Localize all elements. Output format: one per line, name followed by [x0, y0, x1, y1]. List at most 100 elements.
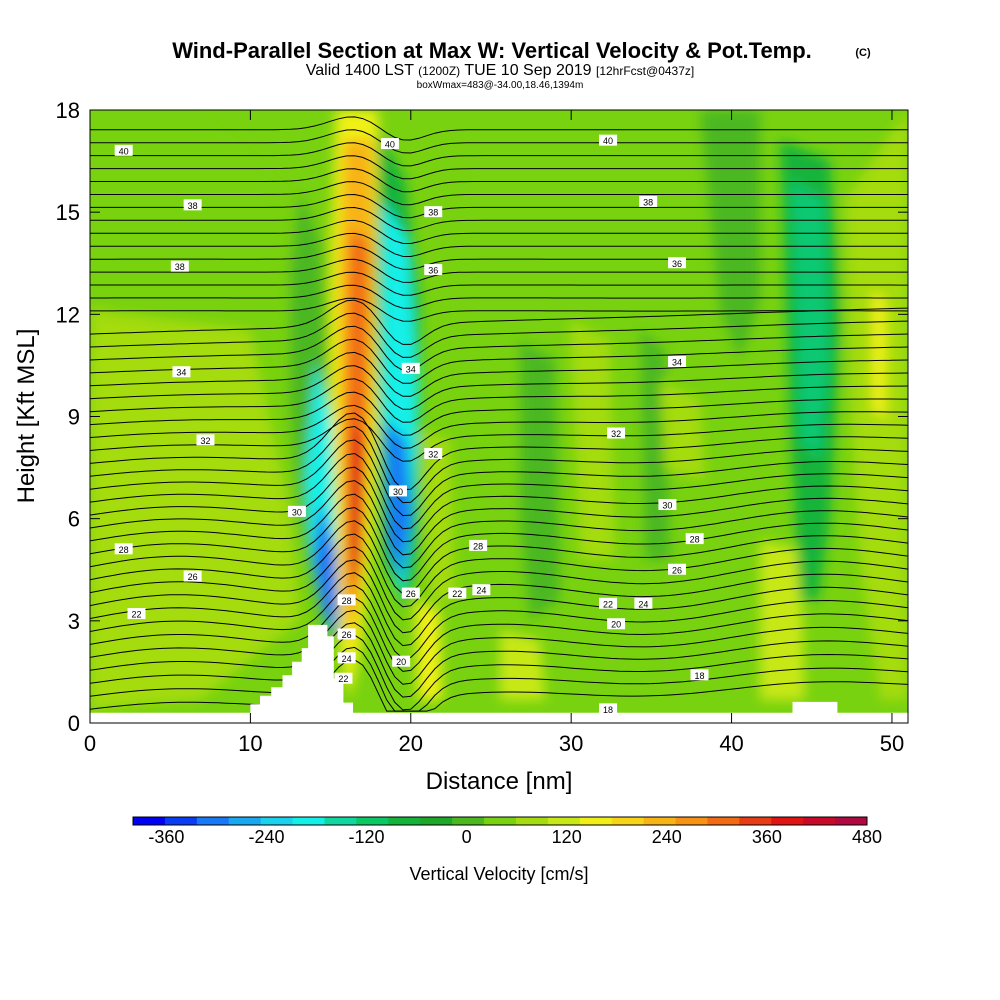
x-tick-label: 20 — [399, 731, 423, 756]
contour-label-box — [424, 264, 443, 276]
x-tick-label: 50 — [880, 731, 904, 756]
y-tick-label: 15 — [56, 200, 80, 225]
contour-label: 22 — [338, 674, 348, 684]
isentrope-line — [90, 480, 908, 556]
x-tick-label: 0 — [84, 731, 96, 756]
isentrope-line — [90, 520, 908, 595]
colorbar-swatch — [771, 817, 804, 825]
x-axis: 0 10 20 30 40 50 — [84, 110, 904, 756]
isentrope-line — [90, 597, 908, 672]
contour-label: 32 — [200, 436, 210, 446]
contour-label-box — [334, 672, 353, 684]
contour-label-box — [599, 703, 618, 715]
isentrope-line — [90, 418, 908, 462]
isentrope-line — [90, 634, 908, 711]
contour-label-box — [172, 366, 191, 378]
contour-labels: 40 38 38 34 32 30 28 26 22 40 38 36 34 32 30 28 26 26 24 22… — [114, 134, 709, 715]
field-region — [570, 320, 615, 560]
contour-label-box — [392, 655, 411, 667]
isentrope-line — [90, 378, 908, 423]
contour-label: 30 — [393, 487, 403, 497]
colorbar-tick-label: -120 — [348, 827, 384, 847]
contour-label: 40 — [119, 146, 129, 156]
contour-label-box — [448, 587, 467, 599]
contour-label: 28 — [473, 541, 483, 551]
isentrope-line — [90, 425, 908, 504]
chart-box-wmax: boxWmax=483@-34.00,18.46,1394m — [417, 80, 584, 91]
colorbar-swatch — [547, 817, 581, 825]
colorbar-swatch — [196, 817, 230, 825]
colorbar-swatch — [356, 817, 389, 825]
colorbar: -360 -240 -120 0 120 240 360 480 — [132, 816, 882, 847]
contour-label-box — [337, 594, 356, 606]
contour-label-box — [639, 195, 658, 207]
contour-label: 36 — [428, 266, 438, 276]
field-region — [660, 380, 705, 480]
colorbar-swatch — [133, 817, 166, 825]
colorbar-swatch — [484, 817, 517, 825]
contour-label: 34 — [672, 358, 682, 368]
contour-label-box — [183, 570, 202, 582]
field-region — [872, 290, 886, 420]
colorbar-swatch — [675, 817, 708, 825]
isentrope-line — [90, 284, 908, 309]
field-region — [420, 430, 455, 600]
contour-label-box — [472, 584, 491, 596]
isentrope-line — [90, 219, 908, 245]
contour-label: 26 — [188, 572, 198, 582]
colorbar-swatch — [515, 817, 549, 825]
contour-label-box — [287, 505, 306, 517]
y-tick-label: 9 — [68, 405, 80, 430]
isentrope-line — [90, 297, 908, 322]
isentrope-line — [90, 258, 908, 283]
contour-label-box — [599, 597, 618, 609]
isentrope-line — [90, 546, 908, 621]
contour-label: 22 — [132, 610, 142, 620]
contour-label-box — [668, 356, 687, 368]
isentrope-line — [90, 609, 908, 685]
contour-label-box — [337, 652, 356, 664]
field-features — [90, 110, 908, 710]
contour-label: 40 — [603, 136, 613, 146]
potential-temperature-contours — [90, 116, 908, 712]
contour-label: 18 — [603, 705, 613, 715]
colorbar-tick-label: 0 — [462, 827, 472, 847]
contour-label: 32 — [428, 449, 438, 459]
y-axis-label: Height [Kft MSL] — [13, 329, 40, 504]
colorbar-tick-label: -360 — [148, 827, 184, 847]
contour-label-box — [668, 257, 687, 269]
isentrope-line — [90, 646, 908, 712]
contour-label-box — [170, 260, 189, 272]
vertical-velocity-field: 40 38 38 34 32 30 28 26 22 40 38 36 34 32 30 28 26 26 24 22… — [90, 110, 908, 723]
contour-label: 36 — [672, 259, 682, 269]
chart-title-unit: (C) — [855, 47, 871, 59]
colorbar-swatch — [164, 817, 198, 825]
isentrope-line — [90, 584, 908, 660]
isentrope-line — [90, 168, 908, 193]
contour-label: 20 — [396, 657, 406, 667]
colorbar-swatch — [388, 817, 421, 825]
contour-label-box — [690, 669, 709, 681]
contour-label-box — [196, 434, 215, 446]
contour-label: 34 — [406, 364, 416, 374]
isentrope-line — [90, 533, 908, 608]
isentrope-line — [90, 365, 908, 410]
chart-subtitle: Valid 1400 LST (1200Z) TUE 10 Sep 2019 [… — [306, 62, 694, 79]
contour-label: 38 — [188, 201, 198, 211]
colorbar-swatch — [324, 817, 357, 825]
isentrope-line — [90, 622, 908, 698]
contour-label: 38 — [175, 262, 185, 272]
contour-label: 20 — [611, 620, 621, 630]
isentrope-line — [90, 439, 908, 517]
colorbar-swatch — [228, 817, 262, 825]
isentrope-line — [90, 299, 908, 345]
isentrope-line — [90, 232, 908, 258]
y-tick-label: 0 — [68, 711, 80, 736]
contour-label: 28 — [690, 535, 700, 545]
contour-label: 28 — [119, 545, 129, 555]
contour-label-box — [337, 628, 356, 640]
contour-label-box — [469, 539, 488, 551]
